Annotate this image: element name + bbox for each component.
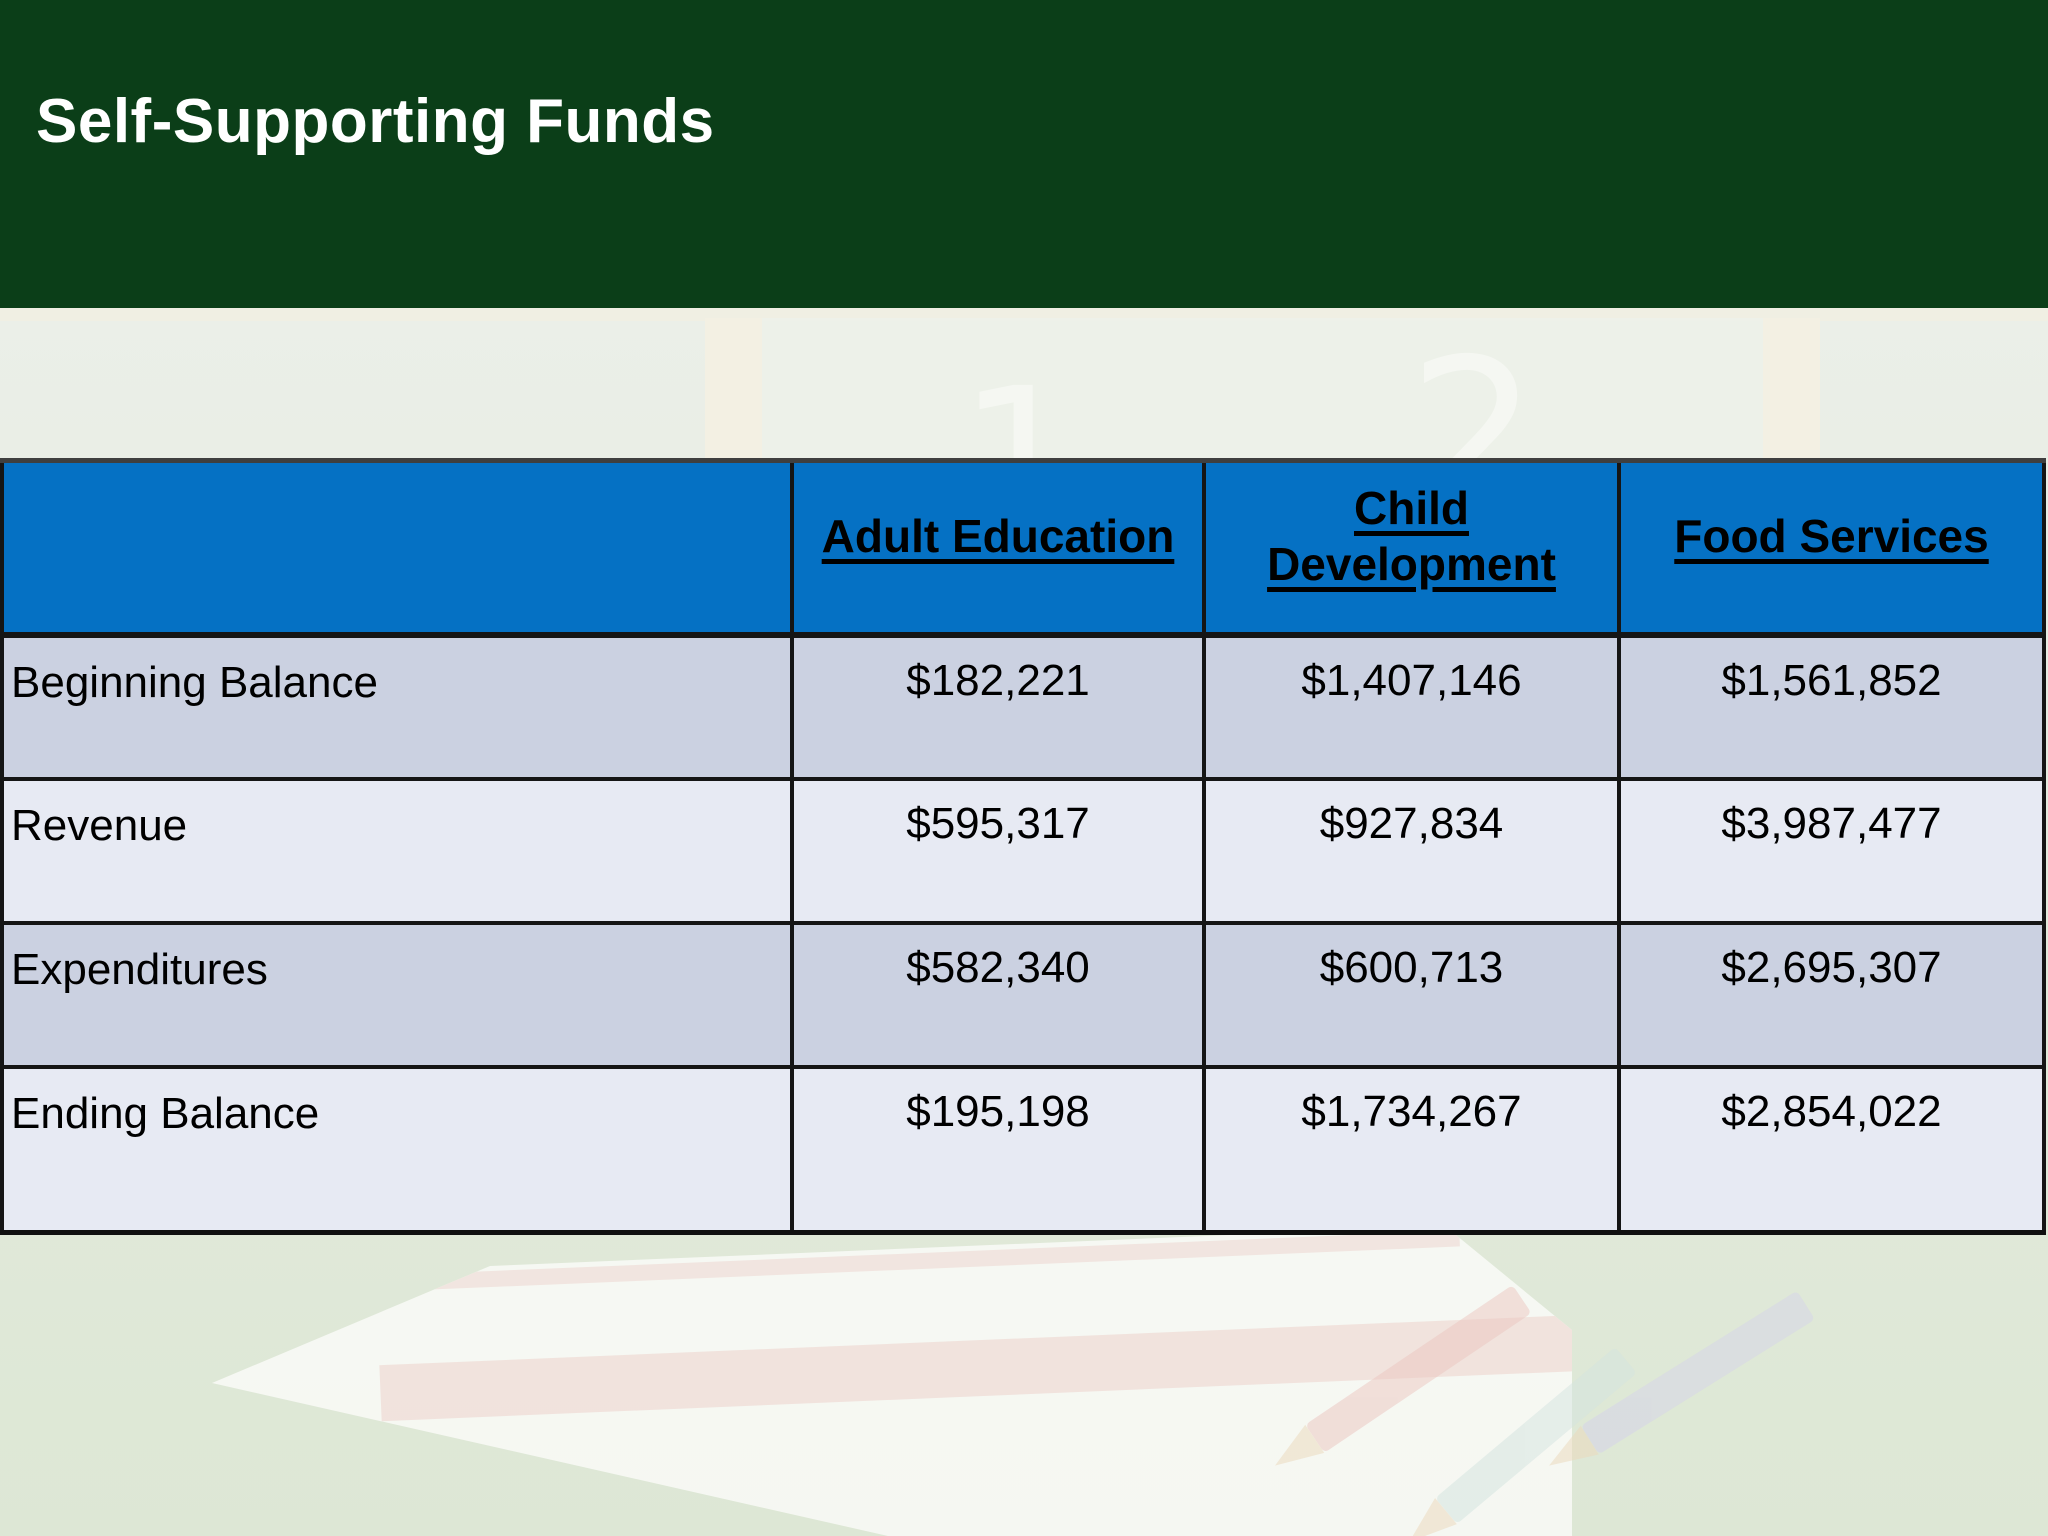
chalkboard-tray [0, 308, 2048, 321]
cell-value: $3,987,477 [1617, 776, 2046, 925]
column-header-adult-education: Adult Education [790, 458, 1206, 638]
funds-table-header: Adult Education Child Development Food S… [0, 458, 2046, 638]
row-label: Revenue [0, 776, 794, 925]
cell-value: $195,198 [790, 1064, 1206, 1235]
column-header-child-development: Child Development [1202, 458, 1621, 638]
table-row-ending-balance: Ending Balance $195,198 $1,734,267 $2,85… [0, 1064, 2046, 1235]
cell-value: $1,561,852 [1617, 632, 2046, 781]
column-header-food-services: Food Services [1617, 458, 2046, 638]
cell-value: $182,221 [790, 632, 1206, 781]
cell-value: $2,695,307 [1617, 920, 2046, 1069]
table-row-beginning-balance: Beginning Balance $182,221 $1,407,146 $1… [0, 632, 2046, 781]
slide-title: Self-Supporting Funds [36, 87, 715, 156]
row-label: Beginning Balance [0, 632, 794, 781]
header-row: Adult Education Child Development Food S… [0, 458, 2046, 638]
cell-value: $927,834 [1202, 776, 1621, 925]
cell-value: $595,317 [790, 776, 1206, 925]
cell-value: $1,407,146 [1202, 632, 1621, 781]
row-label: Expenditures [0, 920, 794, 1069]
book-pages [212, 1226, 1572, 1536]
cell-value: $2,854,022 [1617, 1064, 2046, 1235]
cell-value: $582,340 [790, 920, 1206, 1069]
title-band: Self-Supporting Funds [0, 0, 2048, 308]
book-cover-edge [430, 1230, 1460, 1290]
column-header-blank [0, 458, 794, 638]
books-stack [0, 1200, 2048, 1536]
cell-value: $1,734,267 [1202, 1064, 1621, 1235]
row-label: Ending Balance [0, 1064, 794, 1235]
cell-value: $600,713 [1202, 920, 1621, 1069]
table-row-revenue: Revenue $595,317 $927,834 $3,987,477 [0, 776, 2046, 925]
funds-table: Adult Education Child Development Food S… [0, 458, 2046, 1235]
table-row-expenditures: Expenditures $582,340 $600,713 $2,695,30… [0, 920, 2046, 1069]
